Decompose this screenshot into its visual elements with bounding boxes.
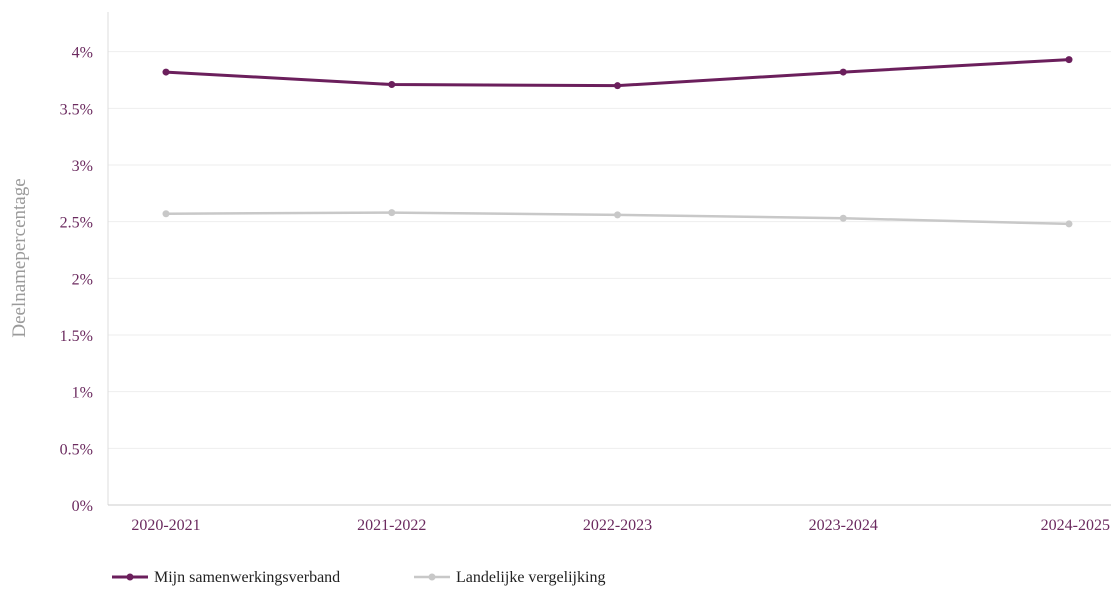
- data-point[interactable]: [1065, 56, 1073, 64]
- x-tick-label: 2020-2021: [131, 517, 200, 534]
- data-point[interactable]: [388, 209, 396, 217]
- legend-marker-icon: [126, 573, 134, 581]
- x-tick-label: 2023-2024: [809, 517, 878, 534]
- data-point[interactable]: [162, 210, 170, 218]
- y-axis-label: Deelnamepercentage: [9, 178, 30, 337]
- data-point[interactable]: [614, 82, 621, 90]
- series-0: [162, 56, 1073, 90]
- data-point[interactable]: [1065, 220, 1073, 228]
- legend-item[interactable]: Mijn samenwerkingsverband: [112, 569, 340, 586]
- legend-item[interactable]: Landelijke vergelijking: [414, 569, 605, 586]
- legend-label: Landelijke vergelijking: [456, 569, 605, 586]
- legend-marker-icon: [428, 573, 436, 581]
- y-tick-label: 0.5%: [60, 441, 93, 458]
- y-tick-label: 1.5%: [60, 328, 93, 345]
- x-tick-label: 2024-2025: [1041, 517, 1110, 534]
- y-tick-label: 2%: [72, 271, 93, 288]
- x-axis-ticks: 2020-2021 2021-2022 2022-2023 2023-2024 2024…: [131, 517, 1110, 534]
- data-point[interactable]: [162, 68, 170, 76]
- x-tick-label: 2021-2022: [357, 517, 426, 534]
- series-layer: [162, 56, 1073, 228]
- series-line: [165, 58, 1070, 88]
- data-point[interactable]: [614, 211, 621, 219]
- grid-lines: [108, 51, 1111, 449]
- y-tick-label: 2.5%: [60, 215, 93, 232]
- y-tick-label: 4%: [72, 45, 93, 62]
- x-tick-label: 2022-2023: [583, 517, 652, 534]
- data-point[interactable]: [839, 68, 847, 76]
- y-tick-label: 0%: [72, 498, 93, 515]
- data-point[interactable]: [839, 214, 847, 222]
- legend: Mijn samenwerkingsverband Landelijke verg…: [112, 569, 605, 586]
- y-tick-label: 1%: [72, 385, 93, 402]
- y-tick-label: 3%: [72, 158, 93, 175]
- data-point[interactable]: [388, 81, 396, 89]
- series-1: [162, 209, 1073, 228]
- y-axis-ticks: 0% 0.5% 1% 1.5% 2% 2.5% 3% 3.5% 4%: [60, 45, 93, 515]
- y-tick-label: 3.5%: [60, 101, 93, 118]
- legend-label: Mijn samenwerkingsverband: [154, 569, 340, 586]
